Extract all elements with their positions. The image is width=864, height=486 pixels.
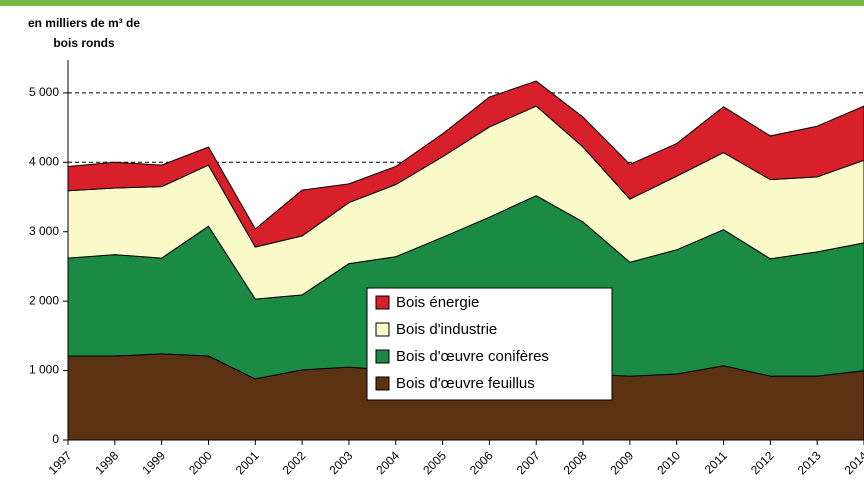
x-tick-label: 2008 [561,448,590,477]
x-tick-label: 2002 [280,448,309,477]
y-tick-label: 4 000 [29,154,59,168]
legend-swatch [375,349,390,364]
x-tick-label: 1999 [139,448,168,477]
x-tick-label: 2010 [654,448,683,477]
y-axis-label: en milliers de m³ de [28,16,140,30]
x-tick-label: 2011 [702,448,730,476]
x-tick-label: 1998 [92,448,121,477]
top-band [0,0,864,6]
legend-label: Bois d'industrie [396,321,497,338]
y-tick-label: 0 [52,432,59,446]
legend-label: Bois énergie [396,294,479,311]
x-tick-label: 2006 [467,448,496,477]
legend [366,287,613,401]
x-tick-label: 2000 [186,448,215,477]
y-tick-label: 2 000 [29,293,59,307]
y-tick-label: 1 000 [29,363,59,377]
x-tick-label: 2003 [327,448,356,477]
legend-swatch [375,295,390,310]
area [67,80,864,248]
x-tick-label: 2007 [514,448,543,477]
x-tick-label: 2013 [795,448,824,477]
y-axis-label: bois ronds [53,36,115,50]
x-tick-label: 2001 [233,448,262,477]
x-tick-label: 1997 [46,448,75,477]
x-tick-label: 2014 [842,448,864,477]
legend-swatch [375,322,390,337]
legend-swatch [375,376,390,391]
x-tick-label: 2012 [748,448,777,477]
x-tick-label: 2009 [607,448,636,477]
y-tick-label: 5 000 [29,85,59,99]
legend-label: Bois d'œuvre conifères [396,348,549,365]
x-tick-label: 2005 [420,448,449,477]
x-tick-label: 2004 [373,448,402,477]
legend-label: Bois d'œuvre feuillus [396,375,535,392]
y-tick-label: 3 000 [29,224,59,238]
